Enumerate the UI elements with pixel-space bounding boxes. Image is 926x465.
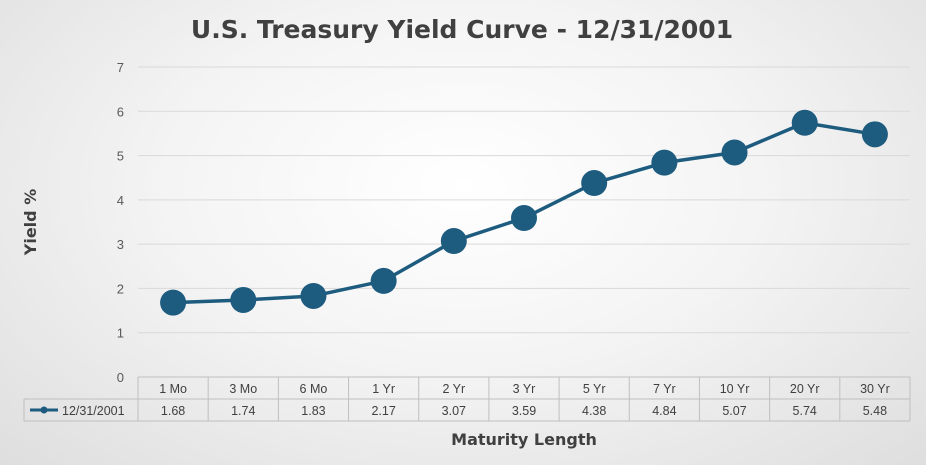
category-label: 20 Yr bbox=[790, 382, 820, 396]
y-tick-label: 2 bbox=[117, 281, 124, 296]
category-label: 2 Yr bbox=[442, 382, 465, 396]
y-tick-label: 4 bbox=[117, 193, 124, 208]
data-point-marker bbox=[791, 109, 818, 136]
data-point-marker bbox=[581, 170, 608, 197]
category-label: 10 Yr bbox=[720, 382, 750, 396]
data-table-value: 4.84 bbox=[652, 404, 676, 418]
data-point-marker bbox=[300, 282, 327, 309]
data-point-marker bbox=[511, 205, 537, 232]
chart-title: U.S. Treasury Yield Curve - 12/31/2001 bbox=[191, 15, 733, 44]
category-label: 7 Yr bbox=[653, 382, 676, 396]
gridlines bbox=[138, 66, 910, 334]
data-point-marker bbox=[721, 139, 748, 166]
category-label: 1 Mo bbox=[159, 382, 187, 396]
y-axis-title: Yield % bbox=[21, 189, 40, 256]
data-table-value: 1.83 bbox=[301, 404, 325, 418]
category-label: 3 Yr bbox=[513, 382, 536, 396]
data-table: 1 Mo 3 Mo 6 Mo 1 Yr 2 Yr 3 Yr 5 Yr 7 Yr 10 Yr 20 … bbox=[23, 376, 911, 422]
data-point-marker bbox=[651, 149, 678, 176]
data-table-value: 3.07 bbox=[442, 404, 466, 418]
x-axis-title: Maturity Length bbox=[451, 430, 597, 449]
data-table-value: 5.48 bbox=[863, 404, 887, 418]
category-label: 3 Mo bbox=[229, 382, 257, 396]
series-markers bbox=[160, 109, 888, 316]
data-table-value: 5.07 bbox=[722, 404, 746, 418]
data-table-value: 1.74 bbox=[231, 404, 255, 418]
data-table-value: 5.74 bbox=[793, 404, 817, 418]
data-table-value: 3.59 bbox=[512, 404, 536, 418]
y-tick-label: 3 bbox=[117, 237, 124, 252]
category-label: 30 Yr bbox=[860, 382, 890, 396]
y-tick-label: 0 bbox=[117, 370, 124, 385]
y-tick-labels: 0 1 2 3 4 5 6 7 bbox=[117, 60, 124, 385]
category-label: 1 Yr bbox=[372, 382, 395, 396]
data-table-value: 2.17 bbox=[371, 404, 395, 418]
y-tick-label: 1 bbox=[117, 326, 124, 341]
category-label: 5 Yr bbox=[583, 382, 606, 396]
data-point-marker bbox=[440, 228, 467, 255]
data-point-marker bbox=[861, 121, 888, 148]
data-point-marker bbox=[230, 286, 257, 313]
legend-series-name: 12/31/2001 bbox=[62, 404, 125, 418]
data-point-marker bbox=[160, 289, 187, 316]
data-table-value: 1.68 bbox=[161, 404, 185, 418]
y-tick-label: 7 bbox=[117, 60, 124, 75]
category-label: 6 Mo bbox=[300, 382, 328, 396]
data-point-marker bbox=[370, 267, 397, 294]
legend-marker-icon bbox=[40, 406, 48, 414]
y-tick-label: 6 bbox=[117, 104, 124, 119]
y-tick-label: 5 bbox=[117, 149, 124, 164]
data-table-value: 4.38 bbox=[582, 404, 606, 418]
